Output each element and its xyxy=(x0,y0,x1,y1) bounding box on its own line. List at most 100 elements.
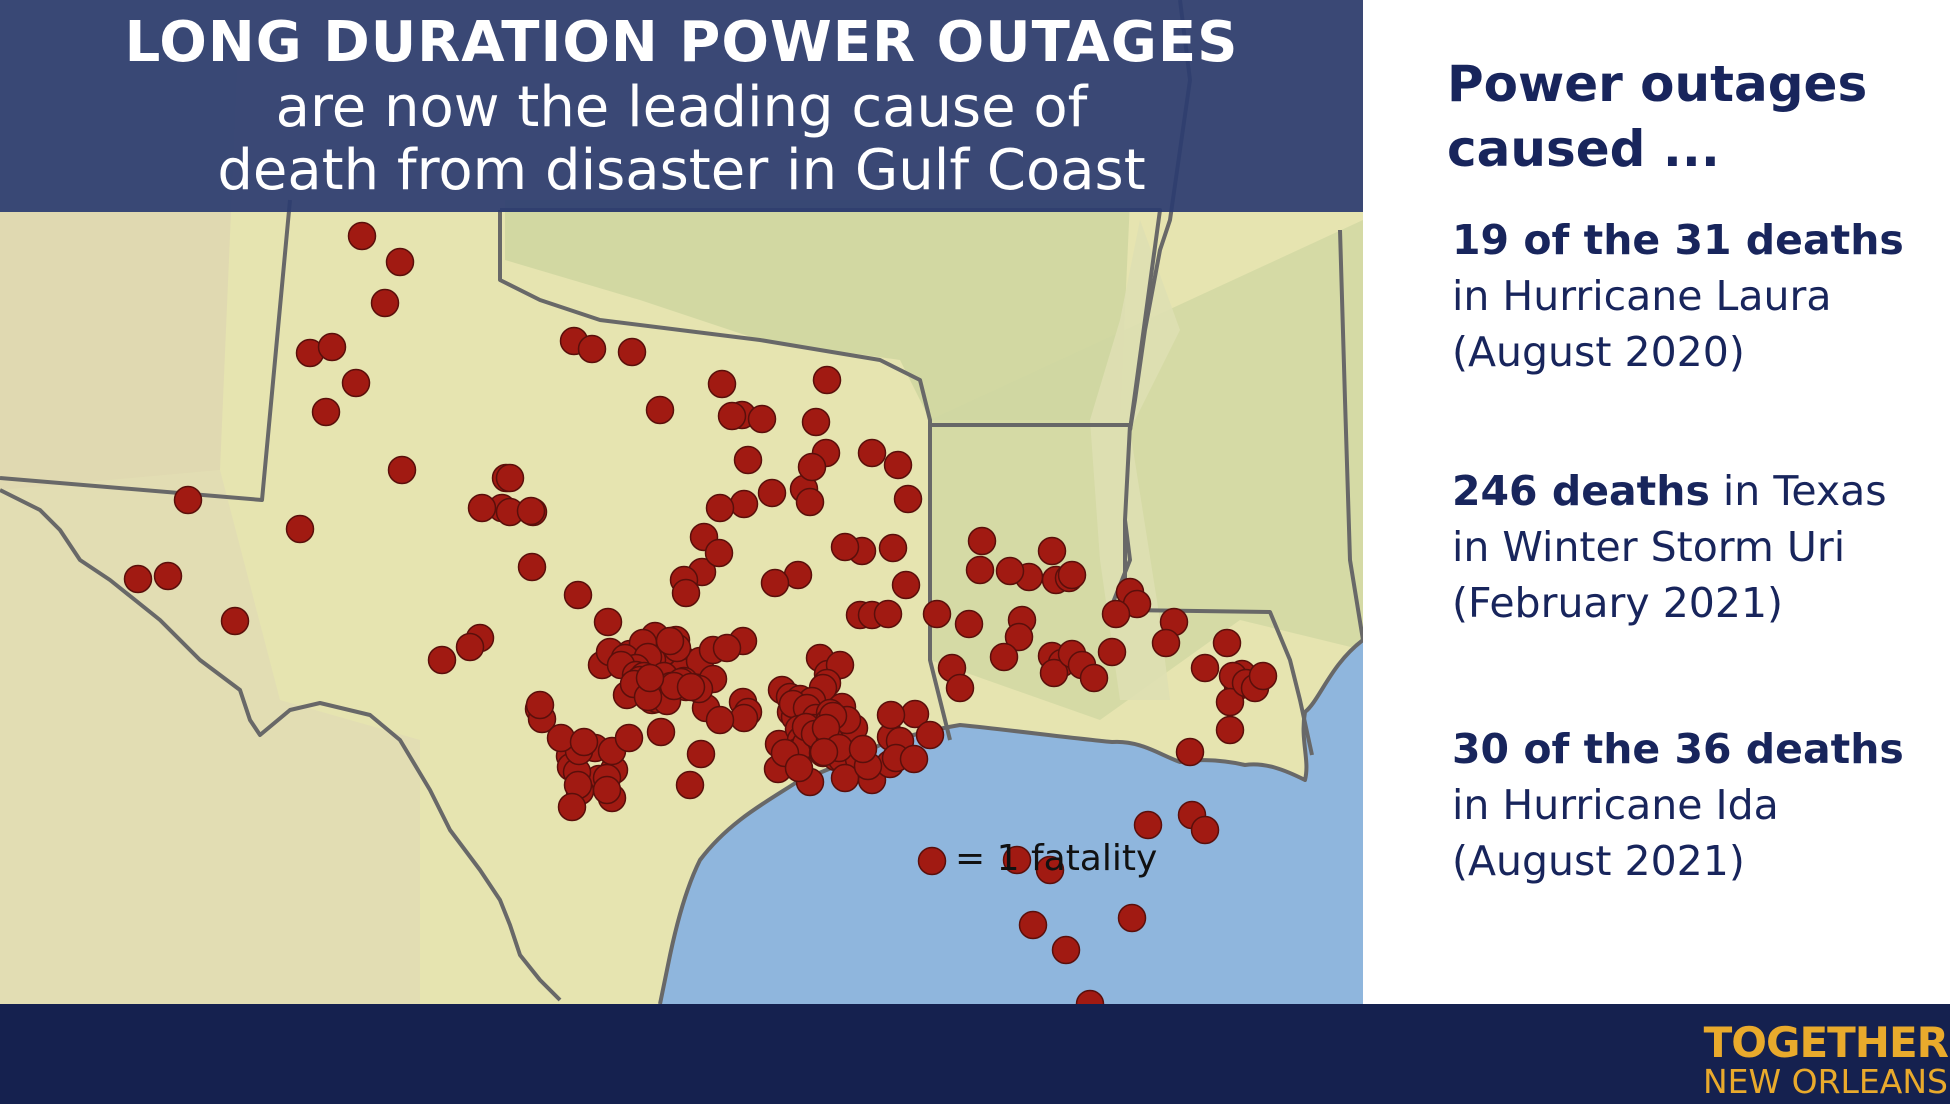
fatality-dot xyxy=(1075,989,1105,1004)
fatality-dot xyxy=(857,438,887,468)
fatality-dot xyxy=(1101,599,1131,629)
fatality-dot xyxy=(1151,628,1181,658)
fatality-dot xyxy=(915,720,945,750)
stat-uri-bold: 246 deaths xyxy=(1452,467,1710,515)
fatality-dot xyxy=(705,705,735,735)
fatality-dot xyxy=(675,770,705,800)
fatality-dot xyxy=(1004,622,1034,652)
fatality-dot xyxy=(557,792,587,822)
footer-bar: TOGETHER NEW ORLEANS xyxy=(0,1004,1950,1104)
stat-hurricane-ida: 30 of the 36 deaths in Hurricane Ida (Au… xyxy=(1452,721,1932,889)
logo-together: TOGETHER xyxy=(1703,1018,1949,1067)
fatality-dot xyxy=(1248,661,1278,691)
fatality-dot xyxy=(495,463,525,493)
coastline xyxy=(658,638,1363,1004)
fatality-dot xyxy=(797,452,827,482)
fatality-dot xyxy=(989,642,1019,672)
fatality-dot xyxy=(1051,935,1081,965)
fatality-dot xyxy=(893,484,923,514)
fatality-dot xyxy=(848,734,878,764)
fatality-dot xyxy=(525,690,555,720)
stat-laura-text: in Hurricane Laura (August 2020) xyxy=(1452,272,1832,376)
fatality-dot xyxy=(876,700,906,730)
fatality-dot xyxy=(1035,855,1065,885)
fatality-dot xyxy=(569,727,599,757)
fatality-dot xyxy=(645,395,675,425)
fatality-dot xyxy=(707,369,737,399)
fatality-dot xyxy=(617,337,647,367)
fatality-dot xyxy=(317,332,347,362)
mississippi-valley xyxy=(1090,220,1180,700)
headline-banner: LONG DURATION POWER OUTAGES are now the … xyxy=(0,0,1363,212)
map-panel: LONG DURATION POWER OUTAGES are now the … xyxy=(0,0,1363,1004)
fatality-dot xyxy=(891,570,921,600)
fatality-dot xyxy=(285,514,315,544)
fatality-dot xyxy=(635,663,665,693)
fatality-dot xyxy=(1097,637,1127,667)
fatality-dot xyxy=(1037,536,1067,566)
fatality-dot xyxy=(347,221,377,251)
fatality-dot xyxy=(427,645,457,675)
east-forest xyxy=(930,220,1363,720)
fatality-dot xyxy=(878,533,908,563)
fatality-dot xyxy=(385,247,415,277)
stat-winter-storm-uri: 246 deaths in Texas in Winter Storm Uri … xyxy=(1452,463,1932,631)
side-panel: Power outages caused ... 19 of the 31 de… xyxy=(1363,0,1950,1004)
fatality-dot xyxy=(593,607,623,637)
fatality-dot xyxy=(965,555,995,585)
fatality-dot xyxy=(1215,715,1245,745)
fatality-dot xyxy=(729,703,759,733)
side-panel-title: Power outages caused ... xyxy=(1447,55,1868,178)
fatality-dot xyxy=(967,526,997,556)
fatality-dot xyxy=(577,334,607,364)
fatality-dot xyxy=(671,578,701,608)
stat-hurricane-laura: 19 of the 31 deaths in Hurricane Laura (… xyxy=(1452,212,1932,380)
fatality-dot xyxy=(1018,910,1048,940)
fatality-dot xyxy=(873,599,903,629)
fatality-dot xyxy=(945,673,975,703)
stat-ida-bold: 30 of the 36 deaths xyxy=(1452,725,1904,773)
fatality-dot xyxy=(220,606,250,636)
logo-new-orleans: NEW ORLEANS xyxy=(1702,1062,1948,1101)
fatality-dot xyxy=(341,368,371,398)
gulf-of-mexico xyxy=(660,640,1363,1004)
fatality-dot xyxy=(712,633,742,663)
fatality-dot xyxy=(830,532,860,562)
fatality-dot xyxy=(517,552,547,582)
fatality-dot xyxy=(995,556,1025,586)
fatality-dot xyxy=(704,538,734,568)
fatality-dot xyxy=(1079,663,1109,693)
fatality-dot xyxy=(784,753,814,783)
texas-border xyxy=(0,199,952,1002)
fatality-dot xyxy=(676,672,706,702)
stat-ida-text: in Hurricane Ida (August 2021) xyxy=(1452,781,1779,885)
headline-subtitle-line-2: death from disaster in Gulf Coast xyxy=(217,138,1146,203)
fatality-dot xyxy=(173,485,203,515)
fatality-dot xyxy=(467,493,497,523)
fatality-dot xyxy=(455,632,485,662)
fatality-dot xyxy=(646,717,676,747)
fatality-dot xyxy=(1057,560,1087,590)
fatality-dot xyxy=(883,450,913,480)
southwest-terrain xyxy=(0,470,420,1004)
fatality-dot xyxy=(153,561,183,591)
fatality-dot xyxy=(387,455,417,485)
fatality-dot xyxy=(760,568,790,598)
fatality-dot xyxy=(1212,628,1242,658)
fatality-dot xyxy=(516,496,546,526)
fatality-dot xyxy=(717,401,747,431)
fatality-dot xyxy=(1190,815,1220,845)
fatality-dot xyxy=(123,564,153,594)
stat-uri-text: in Texas in Winter Storm Uri (February 2… xyxy=(1452,467,1887,627)
fatality-dot xyxy=(922,599,952,629)
legend-label: = 1 fatality xyxy=(955,838,1158,879)
fatality-dot xyxy=(370,288,400,318)
fatality-dot xyxy=(757,478,787,508)
fatality-dot xyxy=(801,407,831,437)
fatality-dot xyxy=(899,744,929,774)
fatality-dot xyxy=(729,489,759,519)
legend-dot xyxy=(917,846,947,876)
fatality-dot xyxy=(733,445,763,475)
fatality-dot xyxy=(655,626,685,656)
headline-subtitle-line-1: are now the leading cause of xyxy=(275,75,1088,140)
